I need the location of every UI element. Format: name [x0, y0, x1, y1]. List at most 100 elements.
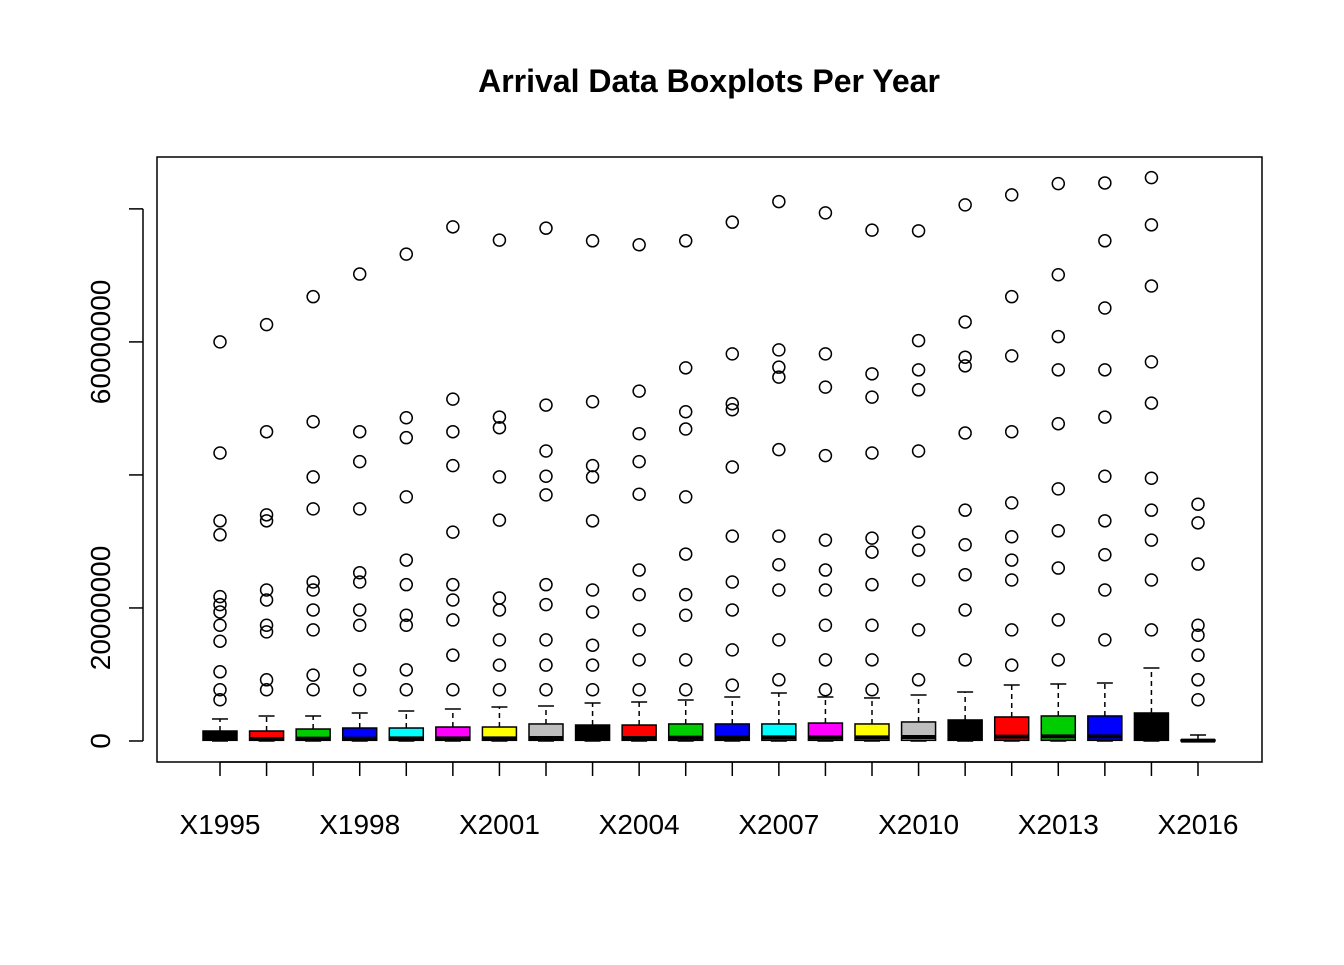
outlier	[632, 653, 646, 667]
outlier	[1051, 267, 1066, 282]
outlier	[446, 613, 460, 627]
outlier	[1144, 503, 1159, 517]
x-tick-label: X2010	[878, 809, 959, 840]
outlier	[1098, 176, 1112, 190]
outlier	[818, 380, 833, 394]
outlier	[352, 618, 367, 632]
x-tick-label: X1995	[180, 809, 261, 840]
outlier	[585, 658, 600, 672]
outlier	[446, 577, 460, 592]
outlier	[772, 673, 786, 687]
outlier	[352, 454, 367, 469]
outlier	[911, 363, 926, 377]
outlier	[539, 444, 553, 458]
outlier	[352, 663, 367, 677]
outlier	[865, 683, 879, 697]
outlier	[1144, 573, 1159, 587]
outlier	[306, 470, 320, 484]
outlier	[1191, 673, 1205, 687]
x-tick-label: X2001	[459, 809, 540, 840]
outlier	[1051, 613, 1066, 627]
outlier	[1004, 496, 1019, 510]
outlier	[492, 513, 507, 527]
outlier	[958, 198, 972, 212]
outlier	[1004, 553, 1019, 567]
outlier	[1098, 547, 1112, 562]
outlier	[539, 221, 553, 235]
outlier	[632, 238, 646, 252]
outlier	[1144, 533, 1159, 547]
outlier	[259, 593, 274, 607]
outlier	[1051, 416, 1066, 431]
outlier	[1004, 349, 1019, 363]
outlier	[865, 531, 879, 545]
outlier	[772, 529, 786, 543]
outlier	[352, 267, 367, 281]
outlier	[1098, 410, 1112, 424]
outlier	[492, 470, 507, 484]
outlier	[678, 404, 693, 419]
outlier	[818, 683, 833, 697]
outlier	[259, 618, 274, 632]
outlier	[306, 414, 320, 429]
outlier	[259, 683, 274, 697]
outlier	[539, 577, 553, 592]
outlier	[1098, 234, 1112, 248]
outlier	[352, 424, 367, 439]
outlier	[725, 603, 740, 617]
outlier	[958, 538, 972, 552]
outlier	[772, 583, 786, 597]
outlier	[259, 625, 274, 639]
outlier	[1144, 396, 1159, 410]
outlier	[772, 194, 786, 209]
outlier	[1144, 471, 1159, 486]
outlier	[818, 206, 833, 220]
outlier	[865, 653, 879, 667]
outlier	[585, 470, 600, 484]
x-tick-label: X1998	[319, 809, 400, 840]
outlier	[259, 317, 274, 332]
outlier	[1144, 170, 1159, 185]
outlier	[772, 557, 786, 572]
outlier	[818, 533, 833, 547]
outlier	[958, 603, 972, 617]
outlier	[632, 563, 646, 577]
outlier	[446, 525, 460, 539]
outlier	[352, 565, 367, 580]
outlier	[1191, 497, 1205, 511]
outlier	[1004, 289, 1019, 304]
outlier	[492, 603, 507, 617]
outlier	[213, 692, 227, 707]
outlier	[492, 683, 507, 697]
outlier	[865, 223, 879, 237]
outlier	[772, 360, 786, 374]
outlier	[958, 315, 972, 329]
outlier	[632, 623, 646, 637]
outlier	[539, 488, 553, 502]
outlier	[213, 605, 227, 619]
outlier	[1004, 573, 1019, 587]
outlier	[259, 514, 274, 528]
outlier	[399, 430, 414, 445]
box	[993, 716, 1030, 742]
outlier	[446, 593, 460, 607]
chart-title: Arrival Data Boxplots Per Year	[478, 63, 940, 99]
outlier	[911, 525, 926, 539]
outlier	[1098, 301, 1112, 315]
outlier	[352, 683, 367, 697]
outlier	[585, 683, 600, 697]
outlier	[1051, 176, 1066, 191]
outlier	[958, 653, 972, 667]
outlier	[1144, 218, 1159, 232]
outlier	[958, 503, 972, 517]
outlier	[539, 597, 553, 612]
outlier	[725, 529, 740, 543]
outlier	[492, 633, 507, 647]
outlier	[399, 683, 414, 697]
outlier	[1051, 482, 1066, 496]
outlier	[725, 347, 740, 361]
outlier	[725, 402, 740, 417]
outlier	[492, 233, 507, 247]
outlier	[306, 583, 320, 597]
